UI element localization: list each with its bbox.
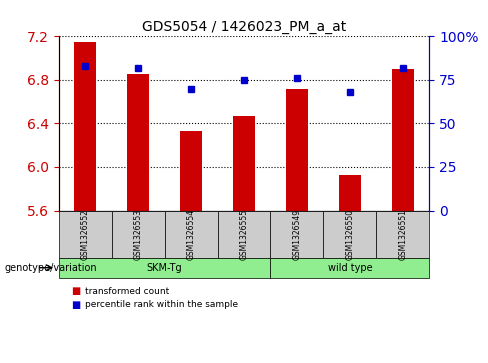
Text: genotype/variation: genotype/variation	[5, 263, 98, 273]
Text: ■: ■	[71, 286, 80, 296]
Text: SKM-Tg: SKM-Tg	[147, 263, 183, 273]
Text: wild type: wild type	[327, 263, 372, 273]
Text: GSM1326555: GSM1326555	[240, 209, 248, 260]
Bar	[233, 116, 255, 211]
Text: GSM1326553: GSM1326553	[134, 209, 142, 260]
Text: percentile rank within the sample: percentile rank within the sample	[85, 301, 239, 309]
Text: GSM1326550: GSM1326550	[346, 209, 354, 260]
Bar	[75, 42, 96, 211]
Bar	[127, 74, 149, 211]
Text: GSM1326554: GSM1326554	[186, 209, 196, 260]
Text: GSM1326549: GSM1326549	[292, 209, 302, 260]
Text: ■: ■	[71, 300, 80, 310]
Text: GSM1326551: GSM1326551	[398, 209, 407, 260]
Bar	[392, 69, 413, 211]
Text: transformed count: transformed count	[85, 287, 170, 295]
Bar	[339, 175, 361, 211]
Bar	[286, 89, 307, 211]
Title: GDS5054 / 1426023_PM_a_at: GDS5054 / 1426023_PM_a_at	[142, 20, 346, 34]
Bar	[181, 131, 202, 211]
Text: GSM1326552: GSM1326552	[81, 209, 90, 260]
